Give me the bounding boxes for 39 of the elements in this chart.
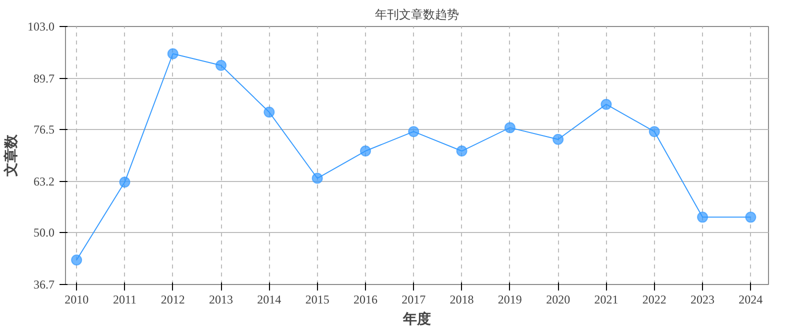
x-tick-label: 2016	[353, 292, 378, 306]
x-tick-label: 2020	[546, 292, 570, 306]
point	[119, 176, 130, 188]
point	[697, 212, 708, 223]
point	[600, 98, 612, 110]
x-tick-label: 2012	[160, 292, 185, 306]
x-axis-title: 年度	[402, 310, 431, 328]
x-tick-label: 2018	[450, 292, 474, 306]
y-axis-title: 文章数	[2, 134, 20, 178]
point	[360, 146, 371, 157]
point	[456, 146, 468, 157]
y-tick-label: 63.2	[34, 174, 54, 188]
x-tick-label: 2019	[498, 292, 522, 306]
point	[552, 134, 564, 145]
x-tick-label: 2010	[64, 292, 89, 306]
x-tick-label: 2024	[738, 292, 763, 306]
point	[504, 122, 516, 134]
y-tick-label: 36.7	[34, 278, 54, 292]
point	[648, 126, 660, 138]
point	[408, 126, 420, 138]
point	[216, 60, 227, 71]
point	[167, 48, 178, 60]
y-tick-label: 76.5	[34, 122, 54, 137]
y-tick-label: 89.7	[34, 71, 54, 86]
x-tick-label: 2015	[305, 292, 330, 306]
y-tick-label: 50.0	[34, 226, 54, 240]
x-tick-label: 2014	[257, 292, 282, 306]
x-tick-label: 2021	[594, 292, 618, 306]
x-tick-label: 2013	[209, 292, 234, 306]
x-tick-label: 2011	[112, 292, 137, 306]
point	[312, 172, 323, 184]
point	[745, 212, 756, 223]
point	[71, 254, 82, 266]
y-tick-label: 103.0	[28, 20, 54, 34]
chart-title: 年刊文章数趋势	[375, 8, 459, 22]
x-tick-label: 2022	[642, 292, 666, 306]
point	[264, 106, 275, 118]
x-tick-label: 2017	[402, 292, 426, 306]
x-tick-label: 2023	[690, 292, 715, 306]
